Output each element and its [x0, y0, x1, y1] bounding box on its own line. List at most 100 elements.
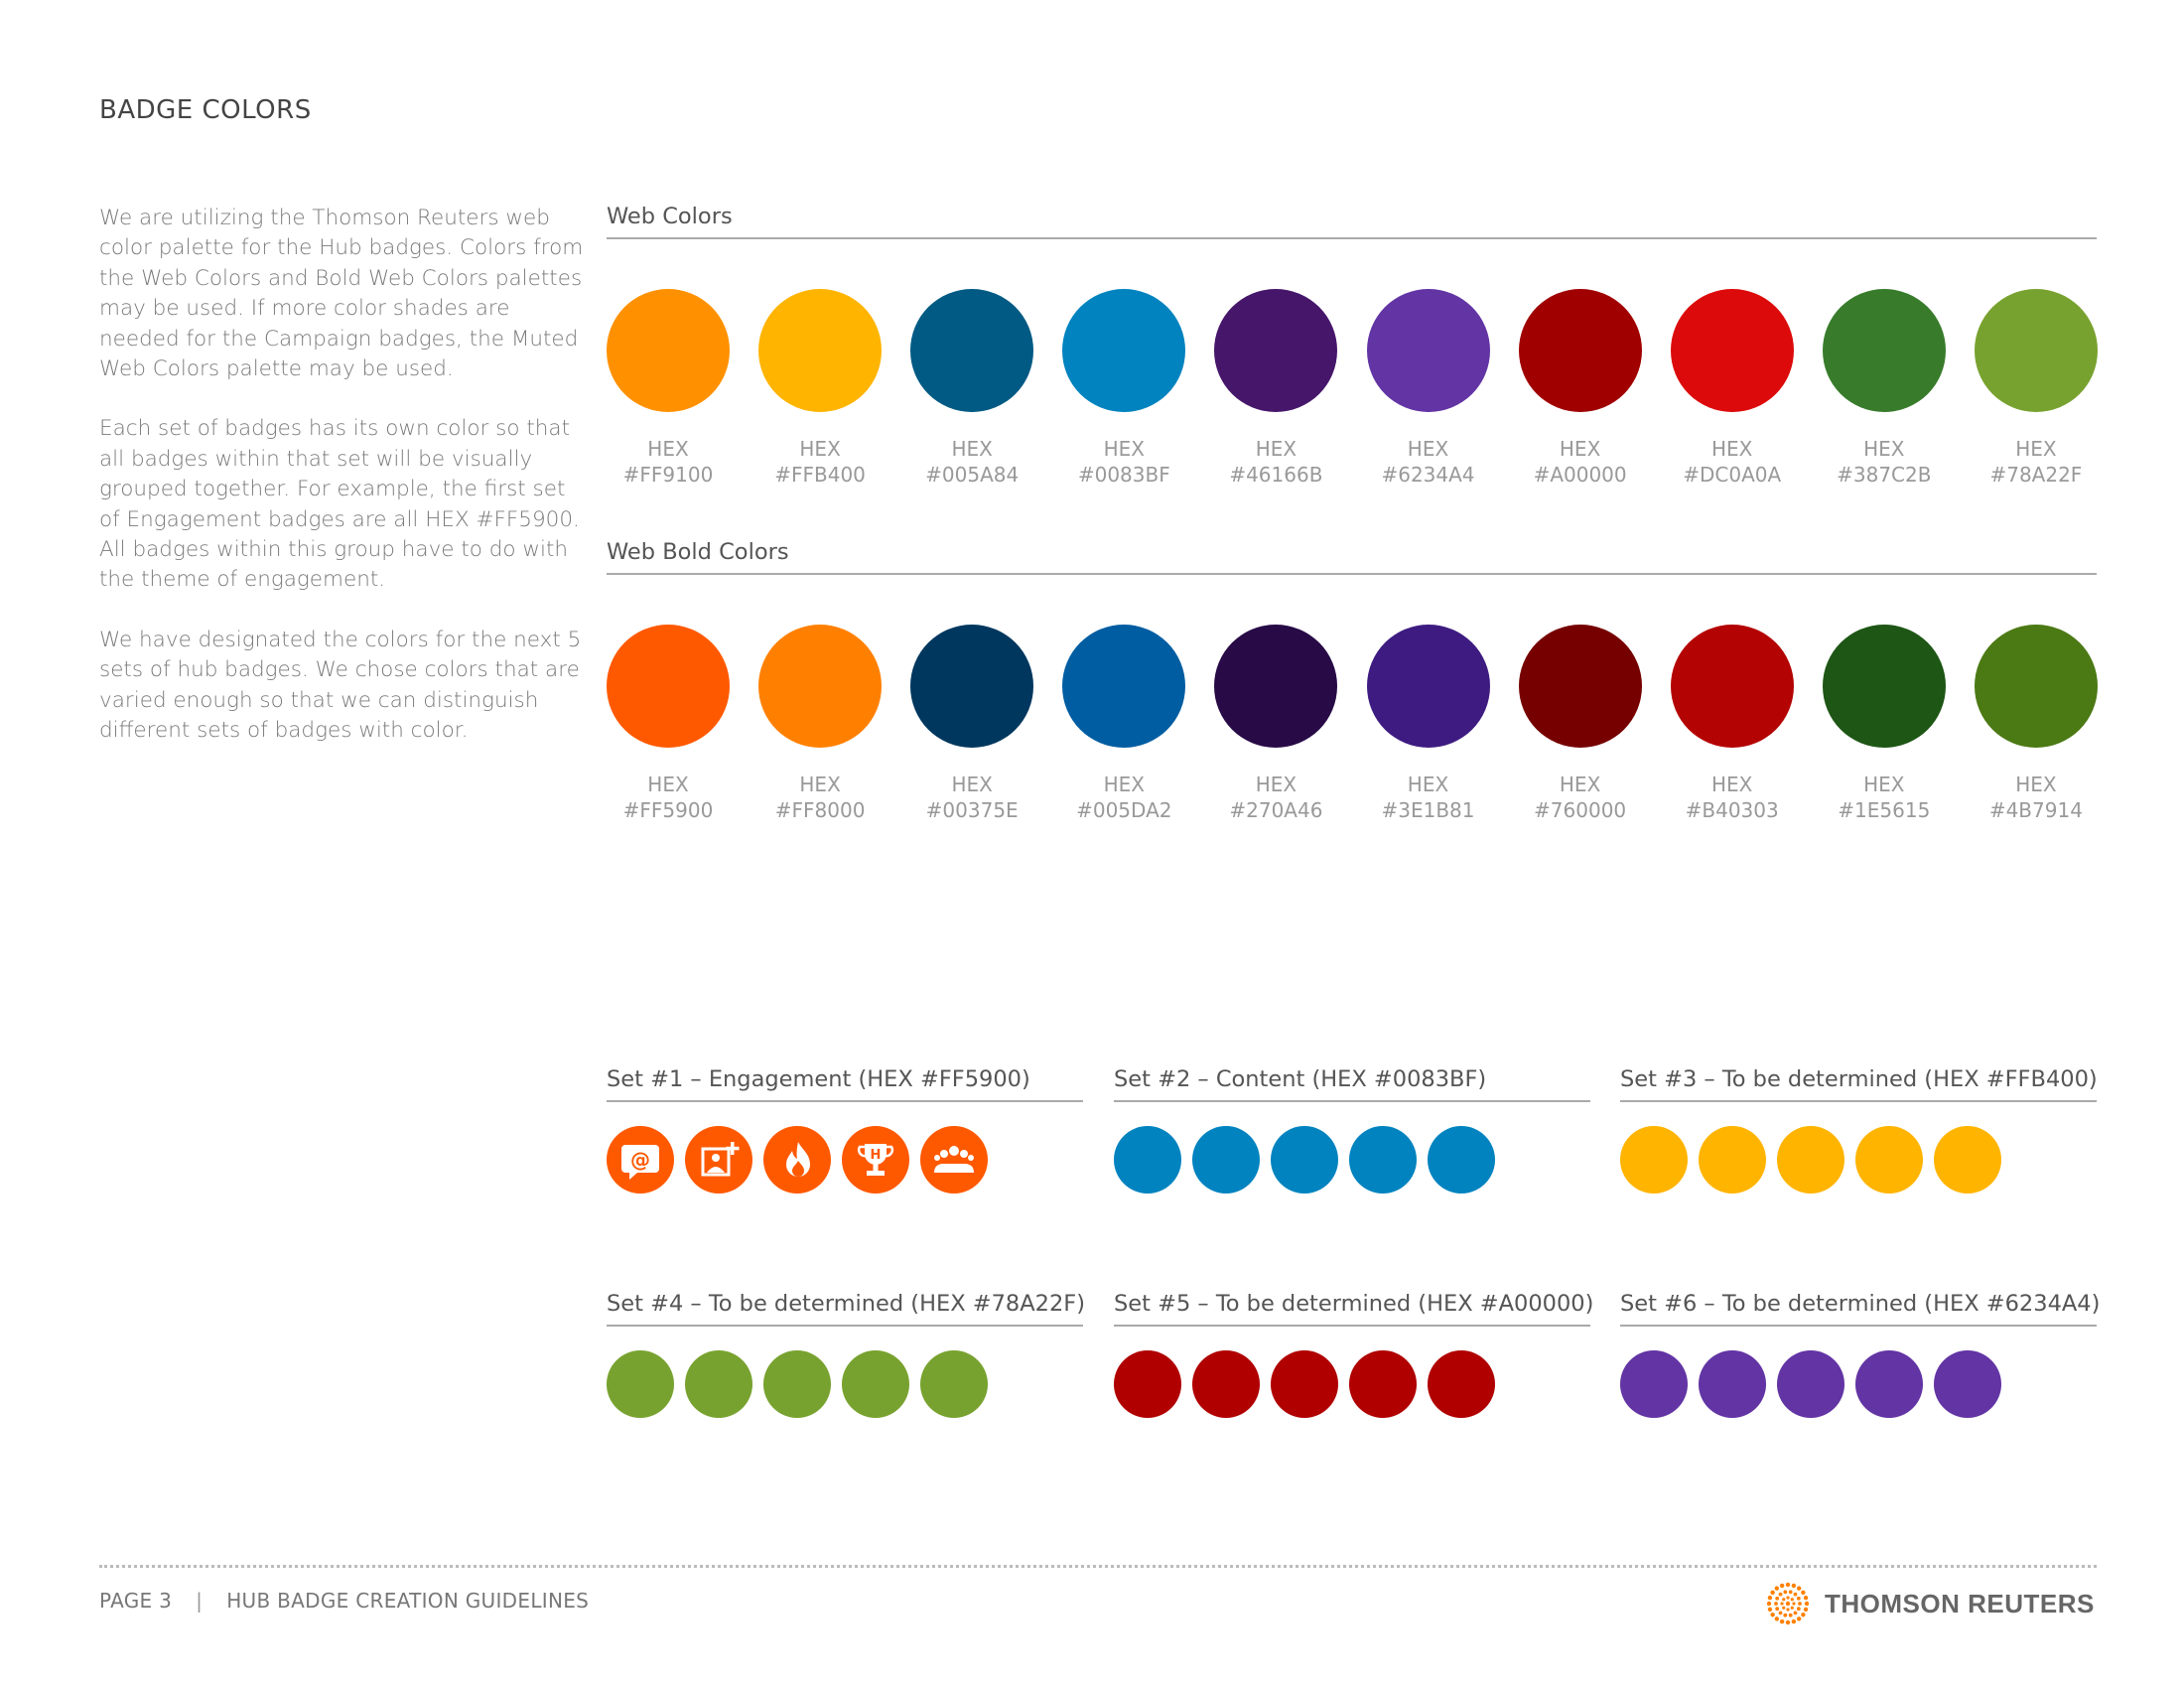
hex-label: HEX	[951, 773, 993, 796]
hex-label: HEX	[951, 437, 993, 461]
logo-dot	[1779, 1583, 1785, 1589]
brand-logo: THOMSON REUTERS	[1763, 1579, 2095, 1628]
badge-set-title: Set #3 – To be determined (HEX #FFB400)	[1620, 1066, 2098, 1102]
svg-text:H: H	[871, 1148, 882, 1163]
web-bold-colors-palette: Web Bold Colors HEX #FF5900 HEX #FF8000 HEX #…	[607, 539, 2098, 833]
photo-plus-icon	[701, 1142, 740, 1177]
badge-set-4: Set #4 – To be determined (HEX #78A22F)	[607, 1291, 1085, 1418]
intro-paragraph: Each set of badges has its own color so …	[99, 416, 580, 593]
hex-label: HEX	[2015, 437, 2057, 461]
hex-value: #FF8000	[774, 798, 866, 822]
logo-dot	[1792, 1602, 1796, 1606]
logo-dot	[1790, 1606, 1794, 1610]
hex-value: #FF5900	[622, 798, 714, 822]
footer-separator: |	[196, 1589, 204, 1613]
badge	[1428, 1350, 1495, 1418]
trophy-h-icon: H	[857, 1144, 894, 1176]
palette-title: Web Bold Colors	[607, 539, 2097, 575]
hex-label: HEX	[1863, 773, 1905, 796]
badge	[1777, 1350, 1844, 1418]
color-swatch: HEX #78A22F	[1974, 289, 2098, 488]
color-swatch: HEX #760000	[1518, 625, 1642, 823]
swatch-circle	[1518, 625, 1642, 748]
logo-dot	[1790, 1598, 1794, 1602]
badge	[1192, 1350, 1260, 1418]
badge	[1428, 1126, 1495, 1194]
badge-set-title: Set #1 – Engagement (HEX #FF5900)	[607, 1066, 1083, 1102]
swatch-circle	[1062, 289, 1186, 412]
badge	[1114, 1126, 1181, 1194]
logo-dot	[1767, 1607, 1773, 1613]
badge-set-5: Set #5 – To be determined (HEX #A00000)	[1114, 1291, 1593, 1418]
logo-dot	[1779, 1618, 1785, 1624]
hex-value: #270A46	[1229, 798, 1323, 822]
color-swatch: HEX #FF5900	[607, 625, 730, 823]
logo-dot	[1785, 1601, 1791, 1607]
badge	[1620, 1350, 1688, 1418]
hex-label: HEX	[1103, 437, 1145, 461]
logo-dot	[1766, 1601, 1772, 1607]
hex-label: HEX	[647, 773, 689, 796]
badge-photo-plus-icon	[685, 1126, 752, 1194]
badge-set-2: Set #2 – Content (HEX #0083BF)	[1114, 1066, 1590, 1194]
color-swatch: HEX #B40303	[1670, 625, 1794, 823]
color-swatch: HEX #005A84	[910, 289, 1034, 488]
hex-label: HEX	[1710, 437, 1753, 461]
hex-value: #FFB400	[774, 463, 866, 487]
swatch-circle	[1366, 289, 1490, 412]
logo-dot	[1791, 1618, 1797, 1624]
hex-label: HEX	[1255, 437, 1297, 461]
hex-value: #00375E	[925, 798, 1019, 822]
badge	[1271, 1350, 1338, 1418]
hex-label: HEX	[1407, 437, 1449, 461]
crowd-icon	[934, 1146, 974, 1173]
badge-set-title: Set #4 – To be determined (HEX #78A22F)	[607, 1291, 1085, 1327]
logo-dot	[1774, 1602, 1778, 1606]
badge-flame-icon	[763, 1126, 831, 1194]
thomson-reuters-logo-icon	[1766, 1582, 1810, 1625]
hex-label: HEX	[2015, 773, 2057, 796]
svg-text:@: @	[630, 1148, 650, 1172]
logo-dot	[1786, 1608, 1790, 1612]
color-swatch: HEX #FFB400	[758, 289, 883, 488]
logo-dot	[1785, 1619, 1791, 1625]
document-title: HUB BADGE CREATION GUIDELINES	[226, 1589, 590, 1613]
hex-value: #1E5615	[1838, 798, 1931, 822]
logo-dot	[1788, 1613, 1793, 1618]
logo-dot	[1775, 1607, 1780, 1612]
logo-dot	[1767, 1595, 1773, 1601]
badge	[1192, 1126, 1260, 1194]
logo-dot	[1798, 1602, 1802, 1606]
badge-set-title: Set #5 – To be determined (HEX #A00000)	[1114, 1291, 1593, 1327]
hex-value: #A00000	[1533, 463, 1627, 487]
color-swatch: HEX #00375E	[910, 625, 1034, 823]
color-swatch: HEX #4B7914	[1974, 625, 2098, 823]
swatch-circle	[1974, 625, 2098, 748]
swatch-circle	[607, 625, 730, 748]
at-speech-bubble-icon: @	[621, 1145, 659, 1180]
badge-set-6: Set #6 – To be determined (HEX #6234A4)	[1620, 1291, 2100, 1418]
logo-dot	[1793, 1592, 1798, 1597]
badge-set-3: Set #3 – To be determined (HEX #FFB400)	[1620, 1066, 2098, 1194]
logo-dot	[1782, 1606, 1786, 1610]
badge-row: @ H	[607, 1126, 1083, 1194]
badge-set-1: Set #1 – Engagement (HEX #FF5900) @ H	[607, 1066, 1083, 1194]
logo-dot	[1786, 1596, 1790, 1600]
badge-at-speech-bubble-icon: @	[607, 1126, 674, 1194]
logo-dot	[1778, 1592, 1783, 1597]
badge-row	[1114, 1126, 1590, 1194]
badge	[1271, 1126, 1338, 1194]
logo-dot	[1796, 1596, 1801, 1601]
logo-dot	[1775, 1596, 1780, 1601]
color-swatch: HEX #270A46	[1214, 625, 1338, 823]
hex-label: HEX	[1863, 437, 1905, 461]
swatch-circle	[1822, 625, 1946, 748]
swatch-circle	[1214, 289, 1338, 412]
badge-row	[1620, 1350, 2097, 1418]
logo-dot	[1785, 1582, 1791, 1588]
hex-value: #B40303	[1685, 798, 1779, 822]
badge-trophy-h-icon: H	[842, 1126, 909, 1194]
logo-dot	[1783, 1613, 1788, 1618]
swatch-circle	[1062, 625, 1186, 748]
swatch-circle	[607, 289, 730, 412]
